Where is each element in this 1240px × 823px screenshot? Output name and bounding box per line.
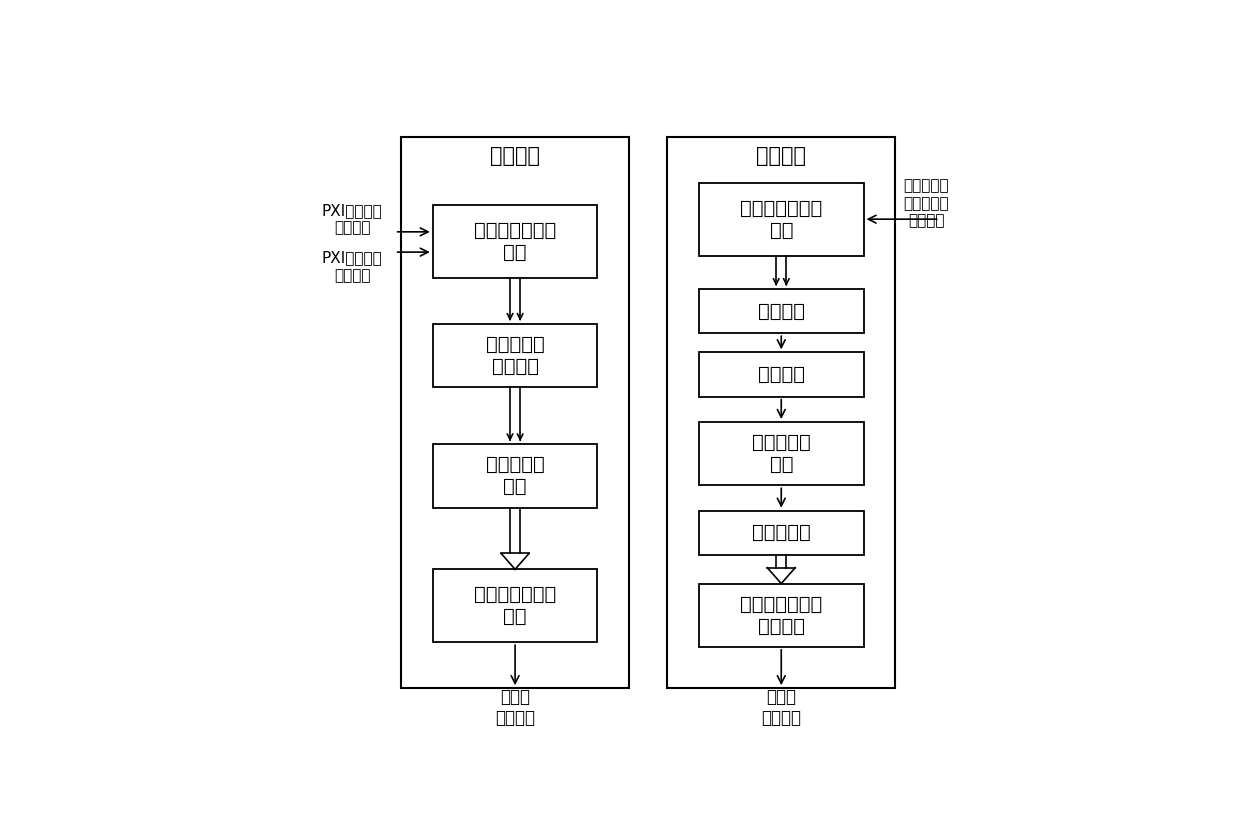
Text: 压力带阈值
判断: 压力带阈值 判断 [751, 433, 811, 474]
Bar [699, 510, 863, 555]
Bar [433, 570, 598, 642]
Text: 三取二表决: 三取二表决 [751, 523, 811, 542]
Text: 平滑滤波: 平滑滤波 [758, 365, 805, 384]
Text: PXI测试主机
压力信号: PXI测试主机 压力信号 [322, 203, 383, 235]
Text: 开关量网络指令
输出模块: 开关量网络指令 输出模块 [740, 595, 822, 635]
Text: 测量系统后
端解调设备
压力信号: 测量系统后 端解调设备 压力信号 [904, 179, 949, 228]
Text: 手动增压: 手动增压 [756, 146, 806, 165]
Text: 开关量网络指令
输出: 开关量网络指令 输出 [474, 585, 557, 626]
Bar [699, 584, 863, 647]
Bar [699, 352, 863, 397]
Bar [433, 444, 598, 508]
Bar [699, 183, 863, 256]
Text: 压力数据源
选择切换: 压力数据源 选择切换 [486, 335, 544, 376]
Bar [401, 137, 629, 688]
Bar [699, 289, 863, 333]
Text: 测试增压: 测试增压 [490, 146, 541, 165]
Text: 模拟量网络信号
接收: 模拟量网络信号 接收 [740, 198, 822, 239]
Text: 压力带阈值
判断: 压力带阈值 判断 [486, 455, 544, 496]
Text: 模拟量网络信号
接收: 模拟量网络信号 接收 [474, 221, 557, 262]
Text: 数据清洗: 数据清洗 [758, 301, 805, 320]
Bar [667, 137, 895, 688]
Text: PXI测试副机
压力信号: PXI测试副机 压力信号 [322, 250, 383, 283]
Bar [433, 205, 598, 278]
Bar [699, 422, 863, 486]
Text: 增压阀
通断信号: 增压阀 通断信号 [495, 688, 536, 727]
Text: 增压阀
通断信号: 增压阀 通断信号 [761, 688, 801, 727]
Bar [433, 323, 598, 387]
